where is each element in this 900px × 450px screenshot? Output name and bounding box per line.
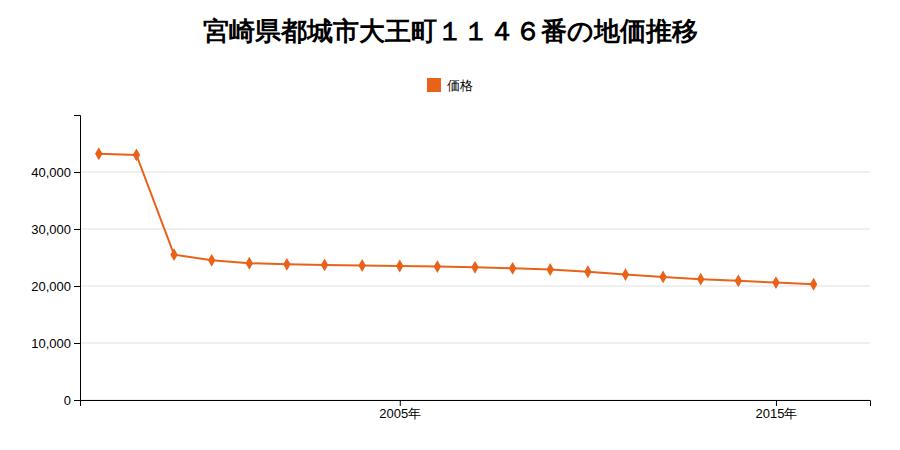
marker <box>133 148 140 161</box>
y-tick: 20,000 <box>31 279 80 294</box>
marker <box>622 268 629 281</box>
y-tick-mark <box>74 229 80 230</box>
y-tick-mark <box>74 343 80 344</box>
y-tick-label: 10,000 <box>31 336 71 351</box>
marks <box>95 147 817 290</box>
x-axis-line <box>81 401 871 407</box>
marker <box>735 274 742 287</box>
marker <box>396 260 403 273</box>
marker <box>321 258 328 271</box>
x-axis: 2005年 2015年 <box>81 400 871 421</box>
marker <box>358 259 365 272</box>
y-tick-mark <box>74 286 80 287</box>
y-tick: 30,000 <box>31 222 80 237</box>
marker <box>434 260 441 273</box>
grid-line <box>80 229 870 230</box>
x-tick-label: 2005年 <box>379 406 421 421</box>
x-tick: 2005年 <box>379 400 421 421</box>
marker <box>208 254 215 267</box>
line <box>99 154 814 285</box>
y-axis-line <box>74 116 81 401</box>
y-axis: 0 10,000 20,000 30,000 40,000 <box>31 116 80 408</box>
y-tick: 10,000 <box>31 336 80 351</box>
y-tick: 40,000 <box>31 165 80 180</box>
marker <box>697 273 704 286</box>
y-tick-label: 40,000 <box>31 165 71 180</box>
legend-swatch <box>427 78 441 92</box>
y-tick: 0 <box>64 393 80 408</box>
legend-item: 価格 <box>427 78 473 93</box>
y-tick-label: 30,000 <box>31 222 71 237</box>
marker <box>95 147 102 160</box>
marker <box>547 263 554 276</box>
legend: 価格 <box>427 78 473 93</box>
x-tick: 2015年 <box>755 400 797 421</box>
x-tick-mark <box>400 400 401 406</box>
grid-line <box>80 286 870 287</box>
marker <box>246 257 253 270</box>
y-tick-mark <box>74 400 80 401</box>
x-tick-mark <box>776 400 777 406</box>
marker <box>659 270 666 283</box>
plot-area: 0 10,000 20,000 30,000 40,000 2005年 2015年 <box>31 116 870 422</box>
grid-line <box>80 172 870 173</box>
marker <box>283 258 290 271</box>
marker <box>509 262 516 275</box>
marker <box>772 276 779 289</box>
grid-line <box>80 343 870 344</box>
x-tick-label: 2015年 <box>755 406 797 421</box>
y-tick-label: 20,000 <box>31 279 71 294</box>
marker <box>584 265 591 278</box>
title: 宮崎県都城市大王町１１４６番の地価推移 <box>203 16 698 46</box>
marker <box>810 278 817 291</box>
marker <box>471 261 478 274</box>
grid <box>80 172 870 400</box>
legend-label: 価格 <box>447 78 473 93</box>
chart: 宮崎県都城市大王町１１４６番の地価推移 0 10,000 20,000 30,000 40… <box>0 0 900 450</box>
marker <box>170 248 177 261</box>
y-tick-mark <box>74 172 80 173</box>
y-tick-label: 0 <box>64 393 71 408</box>
